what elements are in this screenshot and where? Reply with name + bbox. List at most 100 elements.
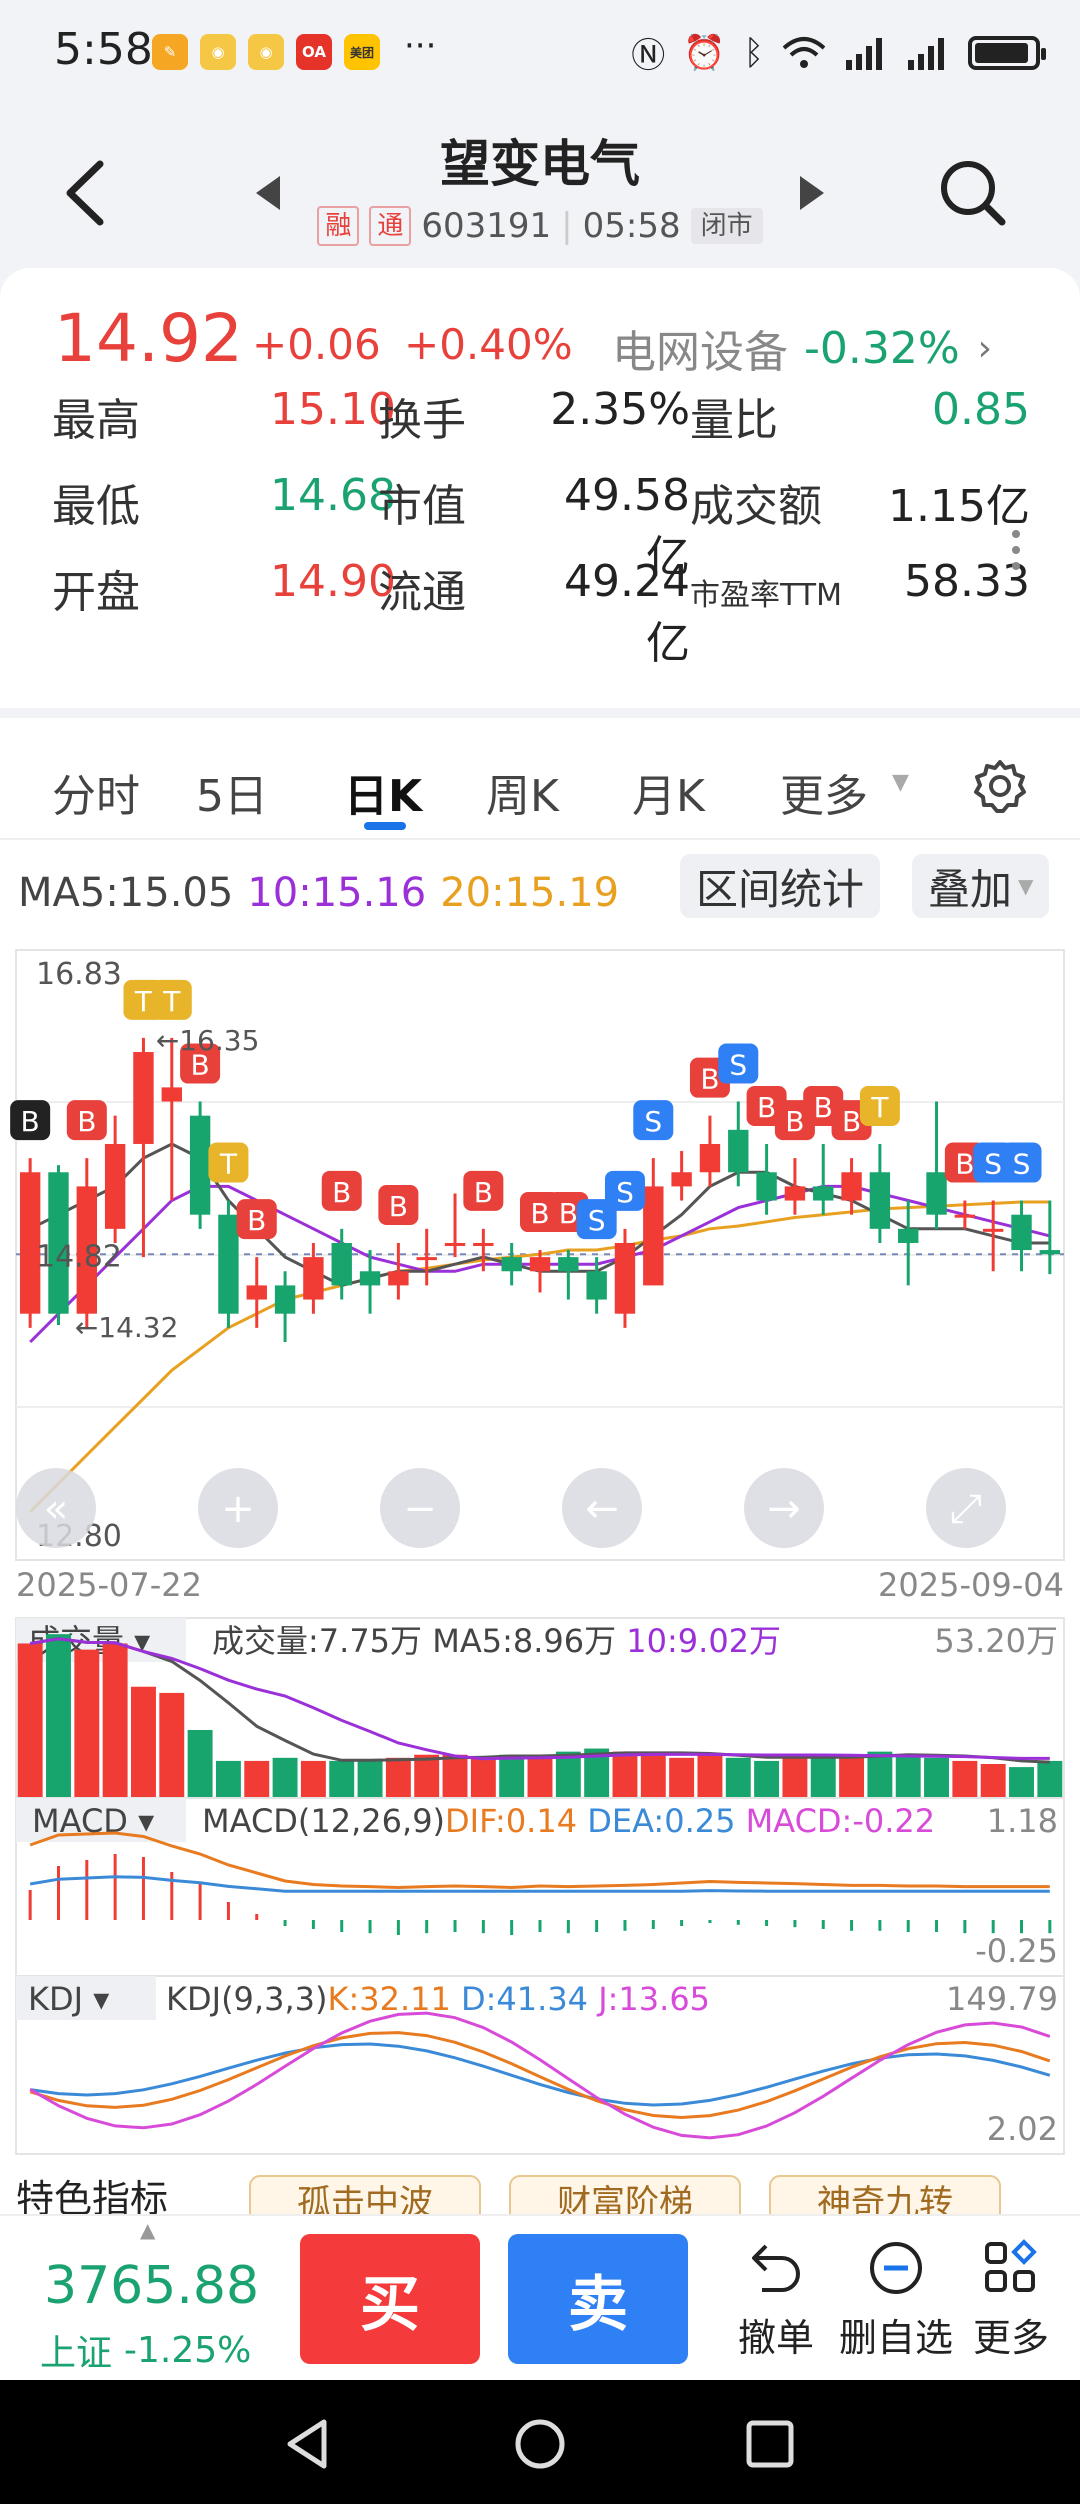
more-action[interactable]: 更多 xyxy=(956,2238,1066,2362)
range-stat-button[interactable]: 区间统计 xyxy=(680,854,881,918)
weibo-icon: ◉ xyxy=(200,34,236,70)
x-start-label: 2025-07-22 xyxy=(16,1566,202,1604)
volume-bar xyxy=(867,1751,893,1798)
pan-left-icon[interactable] xyxy=(562,1468,642,1548)
zoom-out-icon-glyph: − xyxy=(403,1486,437,1532)
volume-bar xyxy=(782,1754,808,1798)
volume-bar xyxy=(527,1757,553,1798)
candle-body xyxy=(614,1242,636,1314)
feature-chip[interactable] xyxy=(249,2175,481,2220)
signal-badge xyxy=(859,1085,900,1126)
sell-button[interactable]: 卖 xyxy=(508,2234,688,2364)
quote-label: 量比 xyxy=(690,395,778,446)
more-label: 更多 xyxy=(972,2316,1049,2360)
next-stock-icon[interactable] xyxy=(794,172,830,214)
index-info[interactable]: 上证 -1.25% xyxy=(40,2324,251,2376)
volume-max-label: 53.20万 xyxy=(934,1622,1058,1660)
macd-dif-line xyxy=(29,1831,1050,1890)
volume-bar xyxy=(130,1686,156,1798)
signal-label: B xyxy=(842,1105,861,1138)
volume-bar xyxy=(159,1692,185,1798)
settings-gear-icon[interactable] xyxy=(972,758,1028,814)
signal-label: S xyxy=(588,1204,606,1237)
search-icon[interactable] xyxy=(938,158,1008,228)
sector-link[interactable]: 电网设备 -0.32% › xyxy=(612,316,992,380)
volume-bar xyxy=(669,1757,695,1798)
rewind-icon[interactable] xyxy=(16,1468,96,1548)
quote-panel: 14.92 +0.06 +0.40% 电网设备 -0.32% › 最高 15.10… xyxy=(0,268,1080,708)
candle-body xyxy=(19,1172,41,1314)
candle-body xyxy=(48,1172,69,1314)
candle-body xyxy=(218,1214,239,1314)
signal-badge xyxy=(378,1184,419,1225)
candle-body xyxy=(784,1186,806,1201)
prev-stock-icon[interactable] xyxy=(250,172,286,214)
feature-chip[interactable] xyxy=(769,2175,1001,2220)
kdj-panel-frame xyxy=(15,1975,1065,2155)
volume-bar xyxy=(244,1760,270,1798)
zoom-out-icon[interactable] xyxy=(380,1468,460,1548)
quote-value: 58.33 xyxy=(904,556,1030,607)
quote-label: 市盈率TTM xyxy=(690,578,843,613)
kdj-top-label: 149.79 xyxy=(946,1980,1058,2018)
fullscreen-icon[interactable] xyxy=(926,1468,1006,1548)
volume-bar xyxy=(357,1760,383,1798)
more-vertical-icon[interactable] xyxy=(1012,530,1020,570)
active-tab-indicator xyxy=(364,822,406,830)
tab-daily-k[interactable]: 日K xyxy=(344,771,423,822)
overlay-button[interactable]: 叠加 ▼ xyxy=(912,854,1050,918)
zoom-in-icon[interactable] xyxy=(198,1468,278,1548)
connect-tag: 通 xyxy=(369,206,412,246)
market-status-badge: 闭市 xyxy=(690,208,763,244)
candle-body xyxy=(473,1242,494,1246)
index-value[interactable]: 3765.88 xyxy=(44,2256,260,2316)
feature-chip[interactable] xyxy=(509,2175,741,2220)
nav-recents-icon[interactable] xyxy=(744,2418,796,2470)
back-icon[interactable] xyxy=(60,158,110,228)
cancel-order-label: 撤单 xyxy=(737,2316,814,2360)
candle-body xyxy=(1011,1214,1032,1251)
bluetooth-icon: ᛒ xyxy=(743,32,764,73)
low-marker: ←14.32 xyxy=(75,1311,179,1344)
volume-bar xyxy=(499,1754,525,1798)
signal-badge xyxy=(236,1199,277,1240)
signal-icon-2 xyxy=(908,37,944,70)
signal-label: B xyxy=(530,1197,549,1230)
caret-up-icon[interactable]: ▲ xyxy=(140,2218,156,2242)
oa-icon: OA xyxy=(296,34,332,70)
candle-body xyxy=(388,1271,409,1286)
candle-body xyxy=(274,1285,296,1314)
nav-back-icon[interactable] xyxy=(280,2416,336,2472)
quote-value: 15.10 xyxy=(270,384,396,435)
candle-body xyxy=(869,1172,891,1229)
signal-badge xyxy=(151,979,192,1020)
nav-home-icon[interactable] xyxy=(512,2416,568,2472)
divider: | xyxy=(561,206,573,246)
sector-name: 电网设备 xyxy=(612,327,788,378)
signal-badge xyxy=(718,1043,759,1084)
tab-weekly-k[interactable]: 周K xyxy=(486,771,559,822)
remove-watchlist-action[interactable]: 删自选 xyxy=(836,2238,956,2362)
tab-monthly-k[interactable]: 月K xyxy=(632,771,705,822)
stock-title: 望变电气 xyxy=(440,135,640,193)
tab-5day[interactable]: 5日 xyxy=(196,771,268,822)
buy-button[interactable]: 买 xyxy=(300,2234,480,2364)
candle-body xyxy=(756,1172,777,1201)
volume-bar xyxy=(754,1760,780,1798)
candle-body xyxy=(954,1214,976,1218)
price-change: +0.06 xyxy=(252,320,381,369)
candle-body xyxy=(982,1228,1004,1232)
weibo-icon-2: ◉ xyxy=(248,34,284,70)
kdj-j-line xyxy=(29,2011,1051,2140)
tab-more[interactable]: 更多 xyxy=(780,771,868,822)
volume-bar xyxy=(74,1649,100,1798)
candle-body xyxy=(246,1285,267,1300)
pan-right-icon[interactable] xyxy=(744,1468,824,1548)
cancel-order-action[interactable]: 撤单 xyxy=(716,2238,836,2362)
tab-intraday[interactable]: 分时 xyxy=(52,771,140,822)
kline-chart[interactable]: BBTTBTBBBBBBSSSBSBBBBTBSS16.8314.8212.80… xyxy=(0,940,1080,2220)
candle-body xyxy=(76,1186,98,1314)
candle-body xyxy=(416,1257,437,1261)
signal-badge xyxy=(321,1170,362,1211)
